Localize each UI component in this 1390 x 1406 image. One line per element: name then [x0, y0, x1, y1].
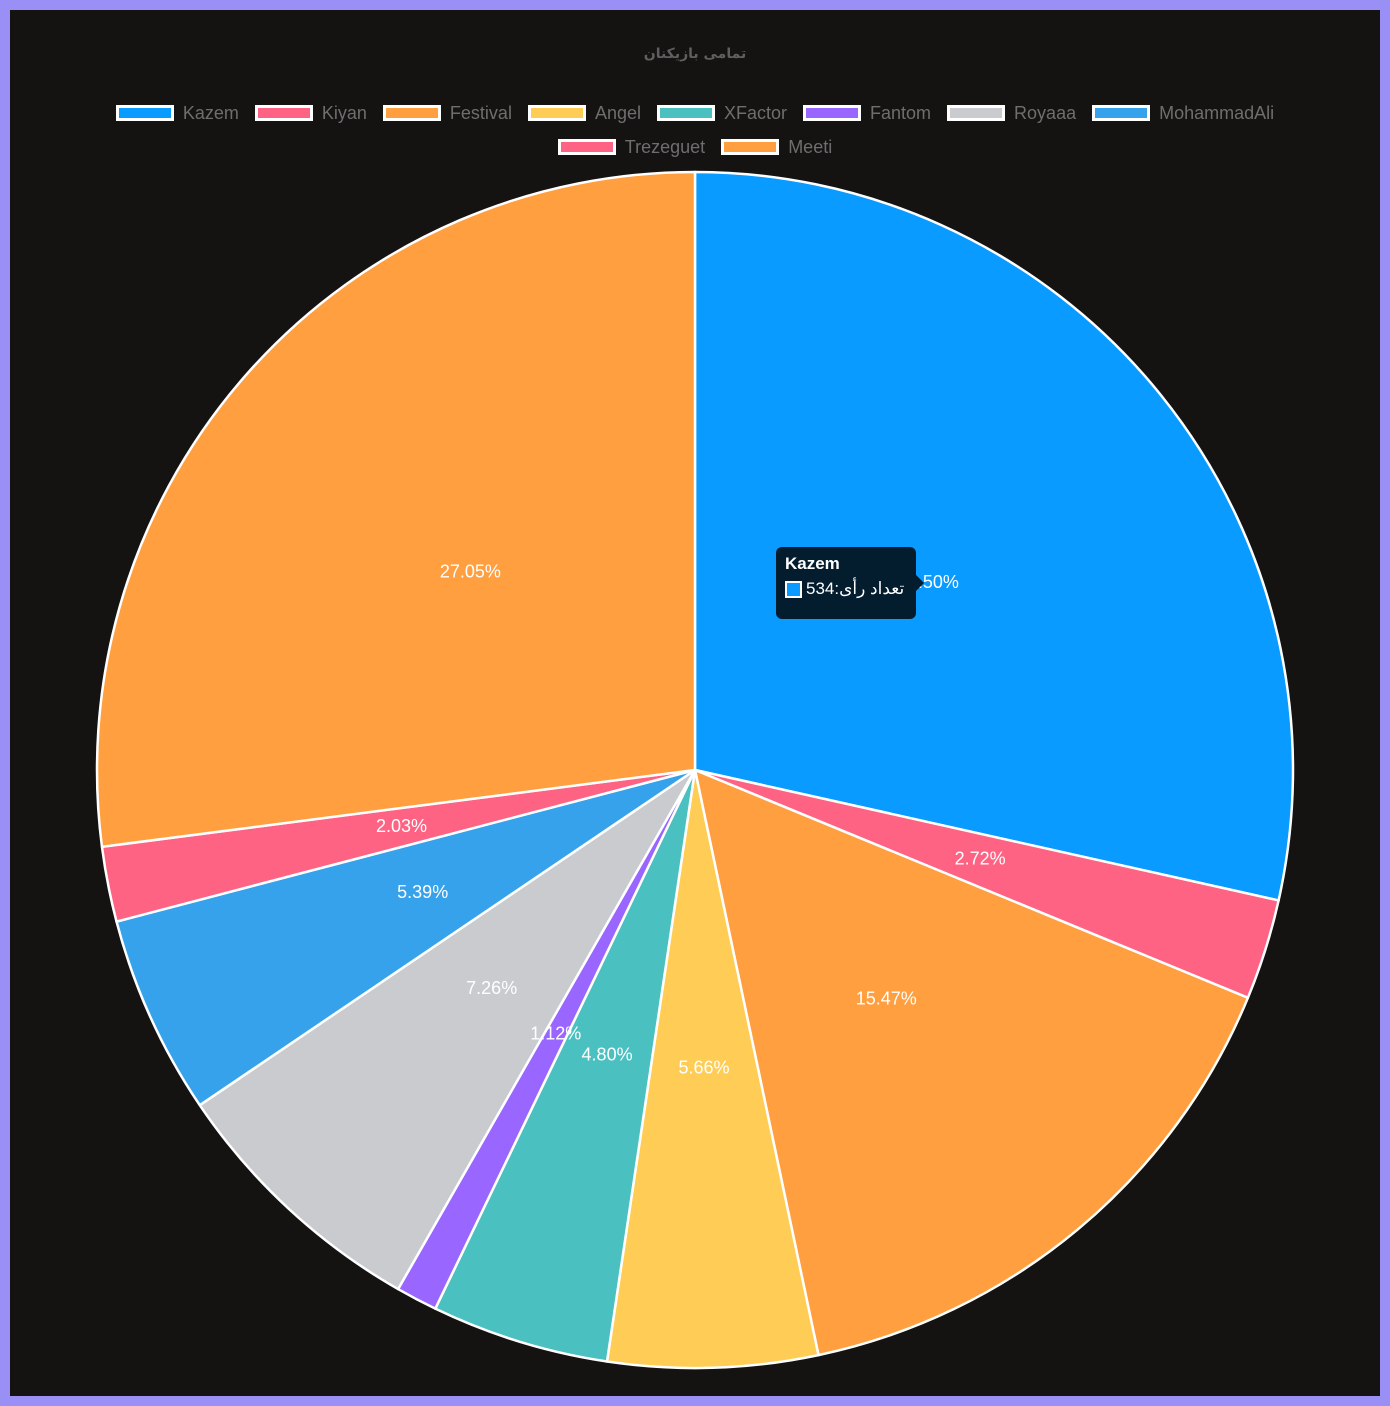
- data-label: 5.66%: [678, 1058, 729, 1078]
- legend-swatch: [947, 105, 1006, 121]
- legend-label: Royaaa: [1014, 102, 1077, 123]
- legend-label: MohammadAli: [1159, 102, 1275, 123]
- data-label: 1.12%: [530, 1023, 581, 1043]
- tooltip-label: تعداد رأی:: [834, 579, 905, 598]
- legend-item[interactable]: Kiyan: [254, 102, 367, 124]
- legend-label: Festival: [449, 102, 512, 123]
- chart-title: تمامی بازیکنان: [643, 46, 747, 62]
- chart-tooltip: Kazem 534 تعداد رأی:: [776, 547, 924, 619]
- legend-row: Kazem Kiyan Festival Angel XFactor Fantom Roya…: [10, 96, 1380, 130]
- pie-slice-festival[interactable]: [693, 768, 1250, 1357]
- pie-slice-royaaa[interactable]: [198, 768, 697, 1291]
- legend-label: Kazem: [182, 102, 239, 123]
- legend-item[interactable]: Trezeguet: [557, 136, 706, 158]
- data-label: 2.03%: [376, 816, 427, 836]
- legend-item[interactable]: Kazem: [115, 102, 239, 124]
- legend-swatch: [656, 105, 715, 121]
- chart-legend: Kazem Kiyan Festival Angel XFactor Fantom Roya…: [10, 96, 1380, 164]
- pie-slice-meeti[interactable]: [95, 170, 697, 849]
- legend-item[interactable]: Royaaa: [947, 103, 1076, 124]
- pie-slice-kazem[interactable]: [693, 170, 1295, 902]
- tooltip-color-swatch: [785, 580, 802, 598]
- tooltip-body: 534 تعداد رأی:: [785, 579, 907, 599]
- legend-label: Angel: [594, 102, 641, 123]
- legend-swatch: [254, 105, 313, 121]
- legend-item[interactable]: Meeti: [721, 137, 832, 158]
- legend-item[interactable]: XFactor: [656, 102, 788, 124]
- legend-swatch: [803, 105, 862, 121]
- pie-slice-xfactor[interactable]: [434, 768, 697, 1363]
- data-label: 27.05%: [440, 561, 501, 581]
- legend-swatch: [721, 139, 780, 155]
- legend-item[interactable]: MohammadAli: [1092, 103, 1274, 124]
- legend-item[interactable]: Angel: [527, 102, 641, 124]
- legend-label: Kiyan: [321, 102, 367, 123]
- legend-label: Fantom: [870, 102, 932, 123]
- tooltip-value: 534: [806, 579, 835, 598]
- pie-chart[interactable]: 28.50%2.72%15.47%5.66%4.80%1.12%7.26%5.3…: [10, 10, 1380, 1396]
- pie-slice-mohammadali[interactable]: [115, 768, 697, 1107]
- legend-label: XFactor: [723, 102, 788, 123]
- data-label: 7.26%: [466, 978, 517, 998]
- legend-item[interactable]: Festival: [382, 102, 512, 124]
- data-label: 15.47%: [856, 989, 917, 1009]
- chart-frame: تمامی بازیکنان Kazem Kiyan Festival Angel XF…: [10, 10, 1380, 1396]
- pie-slice-angel[interactable]: [605, 768, 820, 1370]
- legend-swatch: [1092, 105, 1151, 121]
- legend-label: Meeti: [788, 136, 833, 157]
- legend-item[interactable]: Fantom: [803, 103, 931, 124]
- tooltip-title: Kazem: [785, 554, 840, 573]
- legend-swatch: [527, 105, 586, 121]
- data-label: 5.39%: [397, 882, 448, 902]
- legend-swatch: [557, 139, 616, 155]
- data-label: 4.80%: [582, 1045, 633, 1065]
- legend-row: Trezeguet Meeti: [10, 130, 1380, 164]
- legend-label: Trezeguet: [624, 136, 706, 157]
- data-label: 2.72%: [955, 849, 1006, 869]
- legend-swatch: [382, 105, 441, 121]
- legend-swatch: [115, 105, 174, 121]
